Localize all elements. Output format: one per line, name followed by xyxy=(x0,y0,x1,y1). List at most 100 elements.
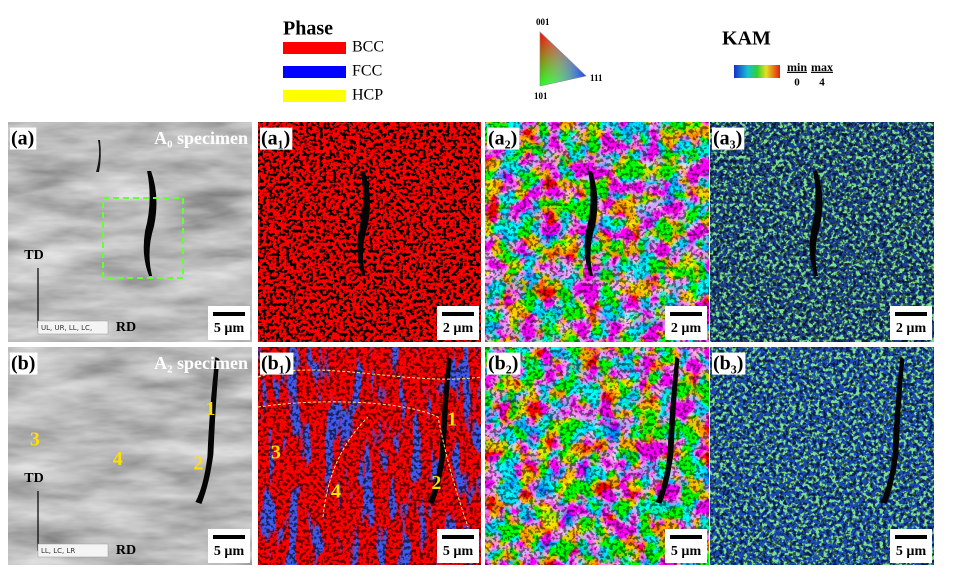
stage-note-bg xyxy=(37,320,109,335)
kam-min-value: 0 xyxy=(794,77,800,89)
panel: (b₂) 5 µm xyxy=(485,347,709,565)
panel-label-bg xyxy=(487,352,521,375)
scale-bar-bg xyxy=(890,306,932,340)
panel-label-bg xyxy=(260,352,294,375)
panel-label: (a) xyxy=(11,128,34,150)
kam-max-label: max xyxy=(811,60,833,74)
panel-label-bg xyxy=(10,127,37,150)
scale-bar-label: 2 µm xyxy=(671,321,702,336)
scale-bar xyxy=(442,312,474,316)
scale-bar-bg xyxy=(665,306,707,340)
scale-bar-label: 5 µm xyxy=(214,544,245,559)
panel-label-bg xyxy=(260,127,293,150)
scale-bar-bg xyxy=(665,529,707,563)
panel-label: (a₂) xyxy=(488,128,517,150)
scale-bar xyxy=(895,535,927,539)
specimen-caption: A₀ specimen xyxy=(154,128,248,148)
crack xyxy=(96,140,101,172)
ipf-label: 001 xyxy=(536,17,550,27)
crack xyxy=(195,357,220,504)
scale-bar-bg xyxy=(437,529,479,563)
scale-bar-bg xyxy=(890,529,932,563)
panel-label: (a₃) xyxy=(713,128,742,150)
stage-note: LL, LC, LR xyxy=(41,547,75,555)
kam-min-label: min xyxy=(787,60,807,74)
region-marker: 2 xyxy=(431,472,441,494)
scale-bar xyxy=(895,312,927,316)
region-marker: 1 xyxy=(206,398,216,420)
interface-line xyxy=(258,369,481,380)
stage-note: UL, UR, LL, LC, xyxy=(41,324,92,332)
specimen-caption: A₂ specimen xyxy=(154,353,248,373)
axis-label: RD xyxy=(116,543,136,558)
panel: (a) A₀ specimen 5 µm TD RD UL, UR, LL, LC, xyxy=(8,122,252,342)
panel: (a₂) 2 µm xyxy=(485,122,709,342)
region-marker: 2 xyxy=(193,452,203,474)
interface-line xyxy=(258,401,469,528)
region-box xyxy=(102,197,184,279)
panel-label: (a₁) xyxy=(261,128,290,150)
crack xyxy=(655,357,680,504)
panel-label-bg xyxy=(487,127,520,150)
scale-bar xyxy=(670,312,702,316)
panel-label: (b₂) xyxy=(488,353,518,375)
panel: (b₁) 5 µm 1 2 3 4 xyxy=(258,347,481,565)
region-marker: 3 xyxy=(271,441,281,463)
panel-label-bg xyxy=(712,352,746,375)
scale-bar-label: 5 µm xyxy=(671,544,702,559)
scale-bar xyxy=(670,535,702,539)
crack xyxy=(357,171,370,276)
stage-note-bg xyxy=(37,543,109,558)
region-marker: 1 xyxy=(447,409,457,431)
kam-legend-title: KAM xyxy=(722,28,771,50)
crack xyxy=(880,357,905,504)
ipf-triangle xyxy=(539,31,587,87)
scale-bar-label: 5 µm xyxy=(443,544,474,559)
grain-boundaries xyxy=(485,122,709,342)
panel: (b₃) 5 µm xyxy=(710,347,934,565)
region-marker: 4 xyxy=(331,481,341,503)
scale-bar xyxy=(213,535,245,539)
panel-label: (b₁) xyxy=(261,353,291,375)
phase-swatch xyxy=(283,66,346,78)
crack xyxy=(427,357,452,504)
scale-bar-label: 5 µm xyxy=(896,544,927,559)
scale-bar-bg xyxy=(437,306,479,340)
phase-legend-item: HCP xyxy=(352,87,383,104)
phase-legend-item: BCC xyxy=(352,39,384,56)
panel: (b) A₂ specimen 5 µm TD RD LL, LC, LR 1 2 3 4 xyxy=(8,347,252,565)
ipf-label: 111 xyxy=(590,73,603,83)
panel-label-bg xyxy=(10,352,38,375)
axis-label: TD xyxy=(24,248,43,263)
scale-bar-bg xyxy=(208,306,250,340)
kam-colorbar xyxy=(734,65,780,78)
scale-bar-label: 2 µm xyxy=(896,321,927,336)
grain-boundaries xyxy=(710,122,934,342)
scale-bar xyxy=(442,535,474,539)
scale-bar-label: 2 µm xyxy=(443,321,474,336)
interface-line xyxy=(322,416,369,518)
sem-image xyxy=(8,122,252,342)
phase-legend-item: FCC xyxy=(352,63,382,80)
panel-label: (b₃) xyxy=(713,353,743,375)
scale-bar-label: 5 µm xyxy=(214,321,245,336)
axis-label: RD xyxy=(116,320,136,335)
region-marker: 3 xyxy=(30,428,40,450)
ipf-label: 101 xyxy=(534,91,548,101)
phase-swatch xyxy=(283,90,346,102)
grain-boundaries xyxy=(258,122,481,342)
panel-label-bg xyxy=(712,127,745,150)
kam-max-value: 4 xyxy=(819,77,825,89)
scale-bar xyxy=(213,312,245,316)
scale-bar-bg xyxy=(208,529,250,563)
phase-legend-title: Phase xyxy=(283,18,333,40)
panel-grid: (a) A₀ specimen 5 µm TD RD UL, UR, LL, LC, (a₁… xyxy=(8,122,934,565)
phase-swatch xyxy=(283,42,346,54)
crack xyxy=(584,171,598,276)
panel: (a₃) 2 µm xyxy=(710,122,934,342)
region-marker: 4 xyxy=(113,448,123,470)
panel: (a₁) 2 µm xyxy=(258,122,481,342)
axis-label: TD xyxy=(24,471,43,486)
crack xyxy=(809,171,823,276)
